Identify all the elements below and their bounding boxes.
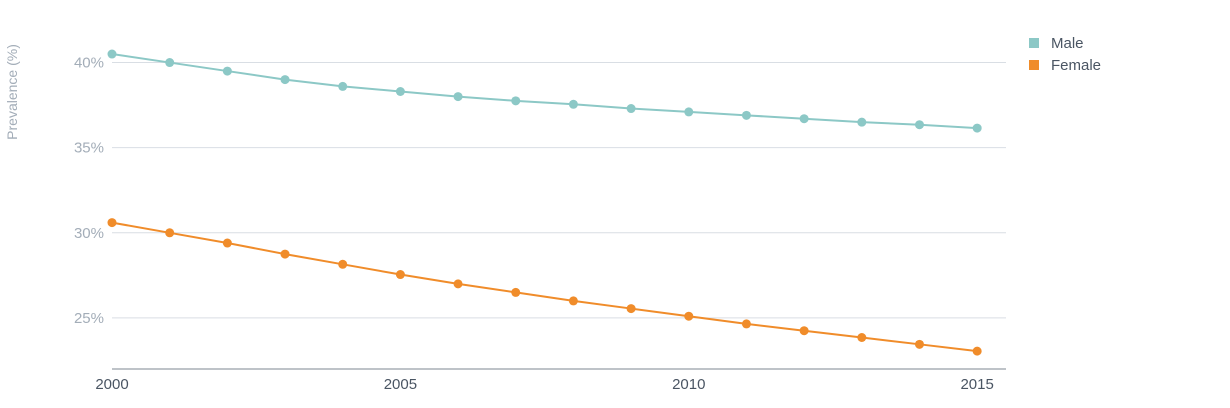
data-point[interactable] xyxy=(222,66,232,76)
data-point[interactable] xyxy=(857,117,867,127)
data-point[interactable] xyxy=(626,304,636,314)
data-point[interactable] xyxy=(741,110,751,120)
data-point[interactable] xyxy=(972,123,982,133)
data-point[interactable] xyxy=(107,218,117,228)
y-tick-label: 25% xyxy=(74,310,104,327)
data-point[interactable] xyxy=(972,346,982,356)
y-tick-label: 35% xyxy=(74,140,104,157)
legend-label[interactable]: Male xyxy=(1051,35,1084,52)
y-tick-label: 30% xyxy=(74,225,104,242)
y-tick-label: 40% xyxy=(74,55,104,72)
data-point[interactable] xyxy=(626,104,636,114)
data-point[interactable] xyxy=(280,249,290,259)
data-point[interactable] xyxy=(741,319,751,329)
series-line xyxy=(111,221,978,353)
data-point[interactable] xyxy=(914,339,924,349)
data-point[interactable] xyxy=(165,228,175,238)
data-point[interactable] xyxy=(280,75,290,85)
data-point[interactable] xyxy=(568,99,578,109)
series-group xyxy=(107,49,982,356)
data-point[interactable] xyxy=(222,238,232,248)
legend-swatch xyxy=(1029,60,1039,70)
data-point[interactable] xyxy=(165,58,175,68)
data-point[interactable] xyxy=(568,296,578,306)
x-tick-label: 2000 xyxy=(95,376,128,393)
data-point[interactable] xyxy=(395,270,405,280)
data-point[interactable] xyxy=(453,279,463,289)
data-point[interactable] xyxy=(511,287,521,297)
x-tick-label: 2010 xyxy=(672,376,705,393)
data-point[interactable] xyxy=(857,333,867,343)
data-point[interactable] xyxy=(799,326,809,336)
gridlines xyxy=(112,62,1006,319)
data-point[interactable] xyxy=(338,81,348,91)
legend: Male Female xyxy=(1029,35,1101,74)
legend-swatch xyxy=(1029,38,1039,48)
data-point[interactable] xyxy=(799,114,809,124)
data-point[interactable] xyxy=(338,259,348,269)
data-point[interactable] xyxy=(914,120,924,130)
x-tick-label: 2005 xyxy=(384,376,417,393)
data-point[interactable] xyxy=(684,107,694,117)
data-point[interactable] xyxy=(511,96,521,106)
data-point[interactable] xyxy=(395,87,405,97)
series-female xyxy=(107,218,982,356)
legend-label[interactable]: Female xyxy=(1051,57,1101,74)
y-axis-ticks: 25% 30% 35% 40% xyxy=(74,55,104,327)
series-male xyxy=(107,49,982,133)
data-point[interactable] xyxy=(107,49,117,59)
data-point[interactable] xyxy=(684,311,694,321)
x-tick-label: 2015 xyxy=(960,376,993,393)
y-axis-label: Prevalence (%) xyxy=(4,44,20,140)
series-line xyxy=(111,53,978,130)
data-point[interactable] xyxy=(453,92,463,102)
x-axis-ticks: 2000 2005 2010 2015 xyxy=(95,376,994,393)
